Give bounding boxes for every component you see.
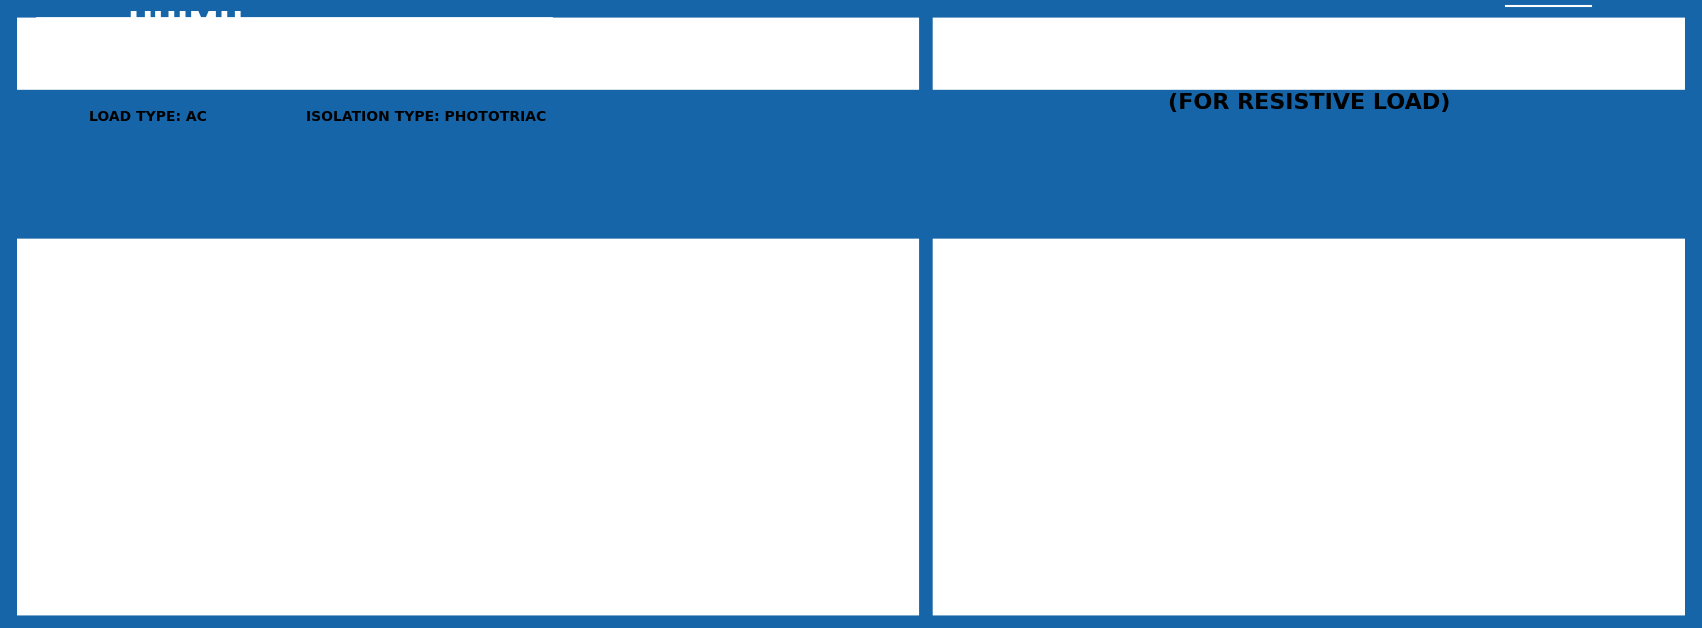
Text: .: . xyxy=(255,32,262,51)
Text: −: − xyxy=(60,538,73,552)
Bar xyxy=(550,333,626,512)
Text: HUIMU: HUIMU xyxy=(128,9,243,38)
Text: Load Current: Load Current xyxy=(955,534,1037,546)
Text: ISOLATION TYPE: PHOTOTRIAC: ISOLATION TYPE: PHOTOTRIAC xyxy=(306,110,546,124)
Text: LOAD TYPE: AC: LOAD TYPE: AC xyxy=(89,110,208,124)
Polygon shape xyxy=(655,427,705,440)
Text: ON: ON xyxy=(1191,381,1210,391)
Bar xyxy=(37,18,553,40)
Text: Input Singal: Input Singal xyxy=(955,417,1030,430)
Text: +: + xyxy=(60,302,73,317)
Text: Trigger Circuit: Trigger Circuit xyxy=(582,386,592,459)
Text: Input
Terminal: Input Terminal xyxy=(26,416,71,438)
Text: Snubber Circuit: Snubber Circuit xyxy=(783,386,793,468)
Text: Zero-Crossing
Detector Circuit: Zero-Crossing Detector Circuit xyxy=(466,381,488,463)
Text: Figure 4.2: Figure 4.2 xyxy=(1489,18,1608,40)
Text: ~: ~ xyxy=(873,307,885,321)
Text: ZERO-CROSSING TYPE: ZERO-CROSSING TYPE xyxy=(621,110,795,124)
Text: ~: ~ xyxy=(873,533,885,547)
Bar xyxy=(153,337,315,497)
Polygon shape xyxy=(655,414,705,427)
Text: INPUT AND OUTPUT WAVEFORM
(FOR RESISTIVE LOAD): INPUT AND OUTPUT WAVEFORM (FOR RESISTIVE… xyxy=(1108,70,1510,113)
Text: OFF: OFF xyxy=(1191,452,1214,462)
Text: INTERNAL STRUCTURE SCHEMATIC: INTERNAL STRUCTURE SCHEMATIC xyxy=(252,73,684,93)
Bar xyxy=(58,23,572,45)
Text: Triac: Triac xyxy=(667,359,693,369)
Bar xyxy=(747,333,829,521)
Text: Phototriac
Coupler: Phototriac Coupler xyxy=(335,289,393,311)
Text: Load Voltage: Load Voltage xyxy=(955,300,1037,313)
Text: Input
Circuit: Input Circuit xyxy=(213,404,254,431)
Text: Output
Terminal: Output Terminal xyxy=(865,416,911,438)
Bar xyxy=(424,323,531,521)
